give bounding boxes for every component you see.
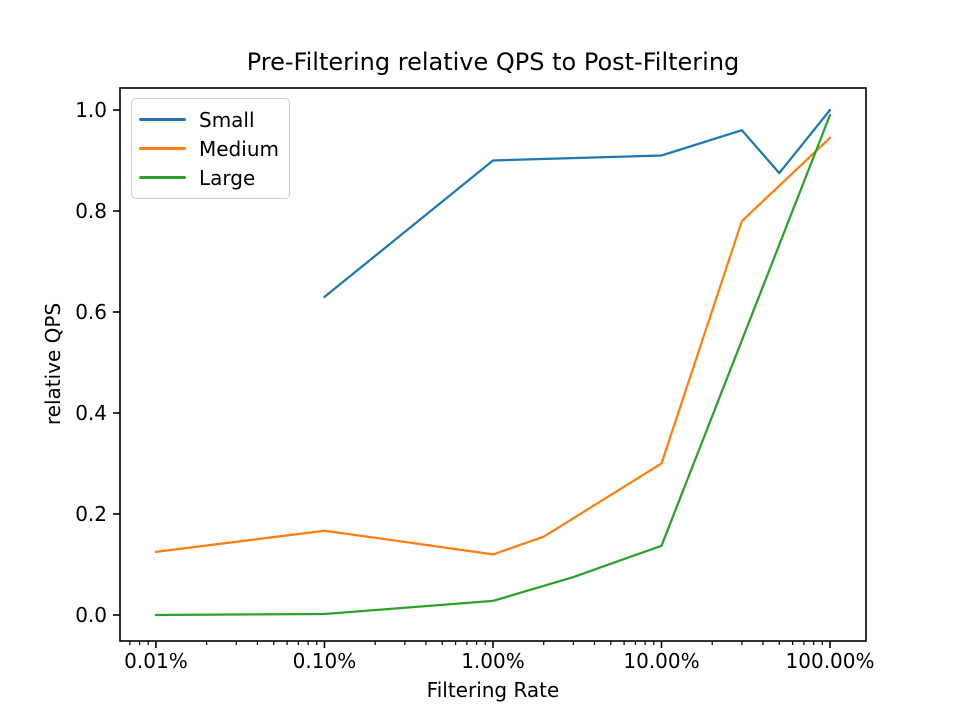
series-line-medium	[154, 136, 832, 556]
legend-item-small: Small	[139, 105, 289, 134]
x-axis-label: Filtering Rate	[426, 678, 560, 702]
x-tick-label: 1.00%	[461, 649, 525, 673]
x-tick-label: 100.00%	[786, 649, 875, 673]
x-tick-label: 0.01%	[124, 649, 188, 673]
legend-label: Small	[199, 107, 255, 132]
legend-item-large: Large	[139, 163, 289, 192]
legend-line-sample-large	[139, 176, 186, 179]
legend-item-medium: Medium	[139, 134, 289, 163]
y-axis: 0.0 0.2 0.4 0.6 0.8 1.0	[75, 98, 120, 627]
series-line-large	[154, 113, 832, 617]
y-tick-label: 1.0	[75, 98, 107, 122]
y-tick-label: 0.0	[75, 603, 107, 627]
chart-title: Pre-Filtering relative QPS to Post-Filte…	[246, 48, 740, 76]
legend-line-sample-medium	[139, 147, 186, 150]
x-tick-label: 0.10%	[293, 649, 357, 673]
x-tick-label: 10.00%	[623, 649, 699, 673]
x-axis: 0.01% 0.10% 1.00% 10.00% 100.00%	[124, 641, 875, 673]
y-axis-label: relative QPS	[41, 302, 65, 426]
legend-label: Medium	[199, 136, 279, 161]
y-tick-label: 0.8	[75, 199, 107, 223]
legend-line-sample-small	[139, 118, 186, 121]
series-line-small	[323, 108, 832, 299]
y-tick-label: 0.4	[75, 401, 107, 425]
legend-label: Large	[199, 165, 256, 190]
y-tick-label: 0.2	[75, 502, 107, 526]
y-tick-label: 0.6	[75, 300, 107, 324]
legend: Small Medium Large	[131, 98, 290, 199]
